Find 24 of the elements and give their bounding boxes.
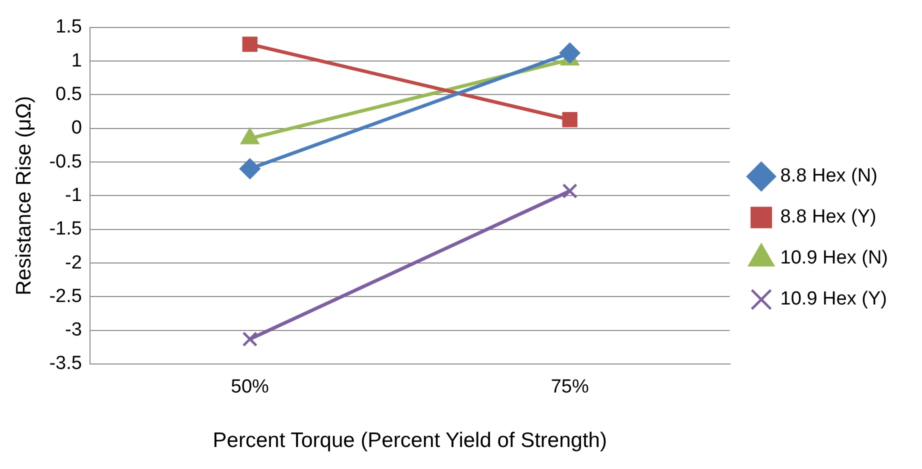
- y-tick-label: -2: [65, 252, 82, 274]
- y-tick-label: -2.5: [49, 286, 82, 307]
- point: [242, 36, 258, 52]
- legend-label: 8.8 Hex (N): [780, 166, 878, 187]
- y-tick-label: -1.5: [49, 218, 82, 240]
- y-tick-label: -3: [65, 320, 82, 341]
- y-tick-label: 0.5: [56, 84, 82, 105]
- y-tick-label: -1: [65, 184, 82, 206]
- point: [240, 158, 260, 180]
- y-axis-title: Resistance Rise (μΩ): [12, 96, 36, 296]
- y-tick-label: -3.5: [49, 353, 82, 374]
- point: [242, 331, 258, 347]
- x-tick-label: 75%: [550, 376, 589, 398]
- legend-label: 10.9 Hex (N): [780, 248, 888, 269]
- y-tick-label: -0.5: [49, 151, 82, 172]
- x-axis-title: Percent Torque (Percent Yield of Strength): [212, 429, 607, 452]
- point: [562, 112, 578, 128]
- x-tick-label: 50%: [230, 376, 270, 398]
- y-tick-label: 0: [71, 118, 82, 139]
- y-tick-label: 1: [71, 50, 82, 72]
- legend-label: 8.8 Hex (Y): [780, 206, 876, 228]
- y-tick-label: 1.5: [56, 16, 82, 38]
- point: [562, 183, 578, 199]
- legend-label: 10.9 Hex (Y): [780, 288, 887, 310]
